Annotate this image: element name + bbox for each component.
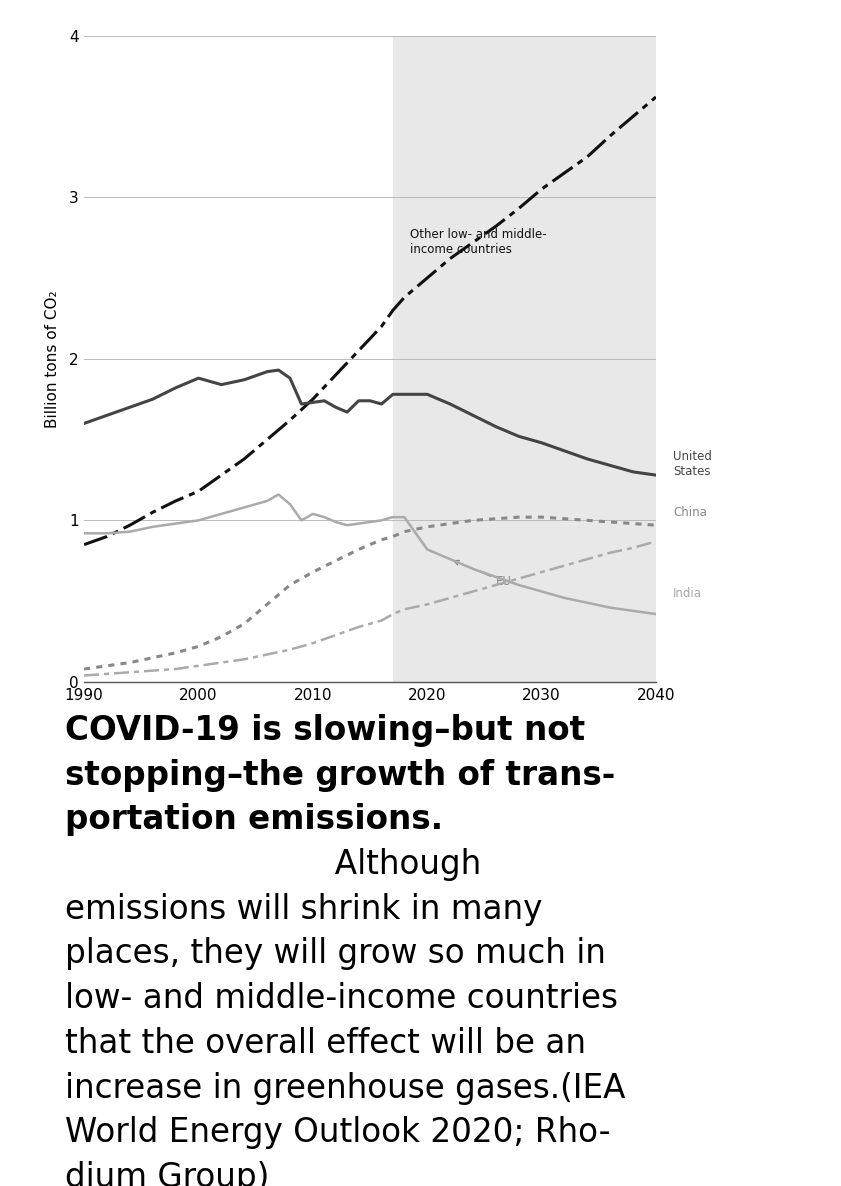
Text: Although
emissions will shrink in many
places, they will grow so much in
low- an: Although emissions will shrink in many p… <box>66 714 626 1186</box>
Text: China: China <box>673 505 707 518</box>
Text: United
States: United States <box>673 449 712 478</box>
Bar <box>393 36 656 682</box>
Text: COVID-19 is slowing–but not
stopping–the growth of trans-
portation emissions.: COVID-19 is slowing–but not stopping–the… <box>66 714 616 836</box>
Text: EU: EU <box>454 561 511 588</box>
Text: Other low- and middle-
income countries: Other low- and middle- income countries <box>410 229 547 256</box>
Text: India: India <box>673 587 702 600</box>
Y-axis label: Billion tons of CO₂: Billion tons of CO₂ <box>45 289 61 428</box>
